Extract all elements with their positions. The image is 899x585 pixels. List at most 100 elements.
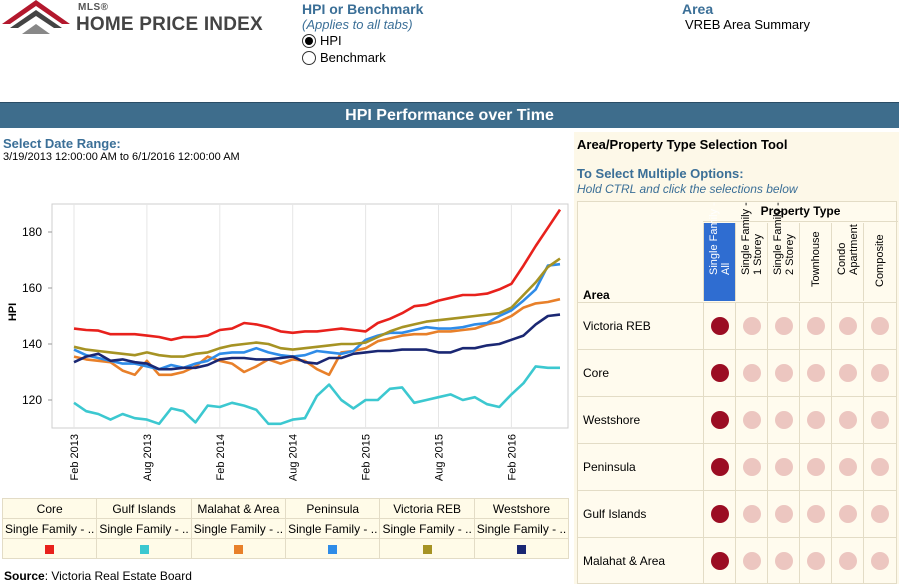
selection-cell[interactable] (735, 444, 767, 490)
selection-cell[interactable] (767, 538, 799, 584)
unselected-dot-icon[interactable] (775, 505, 793, 523)
radio-hpi-icon[interactable] (302, 33, 316, 48)
unselected-dot-icon[interactable] (807, 364, 825, 382)
legend-type[interactable]: Single Family - .. (1, 518, 98, 539)
selected-dot-icon[interactable] (711, 317, 729, 335)
radio-benchmark-icon[interactable] (302, 50, 316, 65)
area-row-label[interactable]: Malahat & Area (583, 554, 666, 568)
selection-cell[interactable] (767, 491, 799, 537)
unselected-dot-icon[interactable] (871, 505, 889, 523)
legend-type[interactable]: Single Family - .. (285, 518, 381, 539)
selection-cell[interactable] (799, 444, 831, 490)
unselected-dot-icon[interactable] (775, 364, 793, 382)
unselected-dot-icon[interactable] (743, 364, 761, 382)
selection-cell[interactable] (831, 444, 863, 490)
selection-cell[interactable] (735, 491, 767, 537)
unselected-dot-icon[interactable] (743, 505, 761, 523)
legend-type[interactable]: Single Family - .. (190, 518, 287, 539)
property-type-column-header[interactable]: Single Family - 2 Storey (767, 202, 799, 301)
unselected-dot-icon[interactable] (839, 411, 857, 429)
selection-cell[interactable] (831, 397, 863, 443)
unselected-dot-icon[interactable] (871, 411, 889, 429)
unselected-dot-icon[interactable] (775, 317, 793, 335)
selection-cell[interactable] (799, 491, 831, 537)
selection-cell[interactable] (799, 303, 831, 349)
unselected-dot-icon[interactable] (839, 552, 857, 570)
legend-area[interactable]: Core (1, 498, 98, 519)
property-type-column-header[interactable]: Single Family - All (703, 202, 735, 301)
selection-cell[interactable] (703, 303, 735, 349)
selection-cell[interactable] (767, 303, 799, 349)
area-row-label[interactable]: Peninsula (583, 460, 636, 474)
legend-swatch-cell[interactable] (285, 538, 381, 559)
selection-cell[interactable] (703, 491, 735, 537)
unselected-dot-icon[interactable] (839, 317, 857, 335)
unselected-dot-icon[interactable] (839, 458, 857, 476)
legend-type[interactable]: Single Family - .. (379, 518, 475, 539)
unselected-dot-icon[interactable] (743, 411, 761, 429)
legend-area[interactable]: Malahat & Area (190, 498, 287, 519)
selection-cell[interactable] (735, 397, 767, 443)
unselected-dot-icon[interactable] (743, 317, 761, 335)
selection-cell[interactable] (735, 303, 767, 349)
area-row-label[interactable]: Victoria REB (583, 319, 651, 333)
selection-cell[interactable] (767, 350, 799, 396)
selection-cell[interactable] (767, 397, 799, 443)
selected-dot-icon[interactable] (711, 458, 729, 476)
selection-cell[interactable] (863, 350, 895, 396)
selected-dot-icon[interactable] (711, 505, 729, 523)
legend-type[interactable]: Single Family - .. (473, 518, 570, 539)
selection-cell[interactable] (735, 538, 767, 584)
legend-area[interactable]: Gulf Islands (96, 498, 192, 519)
unselected-dot-icon[interactable] (807, 458, 825, 476)
selection-cell[interactable] (863, 538, 895, 584)
selection-cell[interactable] (799, 397, 831, 443)
selection-cell[interactable] (735, 350, 767, 396)
selection-cell[interactable] (799, 538, 831, 584)
selection-cell[interactable] (703, 350, 735, 396)
property-type-column-header[interactable]: Townhouse (799, 223, 831, 301)
area-row-label[interactable]: Gulf Islands (583, 507, 647, 521)
legend-swatch-cell[interactable] (379, 538, 475, 559)
selection-cell[interactable] (831, 491, 863, 537)
property-type-column-header[interactable]: Single Family - 1 Storey (735, 202, 767, 301)
area-row-label[interactable]: Core (583, 366, 610, 380)
selection-cell[interactable] (703, 397, 735, 443)
selection-cell[interactable] (831, 303, 863, 349)
legend-swatch-cell[interactable] (190, 538, 287, 559)
legend-swatch-cell[interactable] (473, 538, 570, 559)
selection-cell[interactable] (831, 350, 863, 396)
property-type-column-header[interactable]: Composite (863, 223, 895, 301)
selection-cell[interactable] (799, 350, 831, 396)
unselected-dot-icon[interactable] (807, 552, 825, 570)
unselected-dot-icon[interactable] (807, 505, 825, 523)
radio-benchmark[interactable]: Benchmark (302, 49, 502, 66)
unselected-dot-icon[interactable] (871, 364, 889, 382)
unselected-dot-icon[interactable] (775, 552, 793, 570)
selected-dot-icon[interactable] (711, 364, 729, 382)
selected-dot-icon[interactable] (711, 552, 729, 570)
unselected-dot-icon[interactable] (839, 505, 857, 523)
unselected-dot-icon[interactable] (775, 458, 793, 476)
selection-cell[interactable] (863, 303, 895, 349)
date-range-value[interactable]: 3/19/2013 12:00:00 AM to 6/1/2016 12:00:… (3, 151, 240, 163)
area-row-label[interactable]: Westshore (583, 413, 641, 427)
legend-area[interactable]: Peninsula (285, 498, 381, 519)
legend-swatch-cell[interactable] (96, 538, 192, 559)
unselected-dot-icon[interactable] (743, 458, 761, 476)
selection-cell[interactable] (703, 538, 735, 584)
selection-cell[interactable] (767, 444, 799, 490)
legend-swatch-cell[interactable] (1, 538, 98, 559)
selection-cell[interactable] (863, 444, 895, 490)
legend-area[interactable]: Victoria REB (379, 498, 475, 519)
legend-area[interactable]: Westshore (473, 498, 570, 519)
property-type-column-header[interactable]: Condo Apartment (831, 223, 863, 301)
unselected-dot-icon[interactable] (775, 411, 793, 429)
unselected-dot-icon[interactable] (807, 317, 825, 335)
unselected-dot-icon[interactable] (743, 552, 761, 570)
unselected-dot-icon[interactable] (871, 317, 889, 335)
selection-cell[interactable] (863, 491, 895, 537)
unselected-dot-icon[interactable] (871, 552, 889, 570)
unselected-dot-icon[interactable] (871, 458, 889, 476)
selection-cell[interactable] (703, 444, 735, 490)
